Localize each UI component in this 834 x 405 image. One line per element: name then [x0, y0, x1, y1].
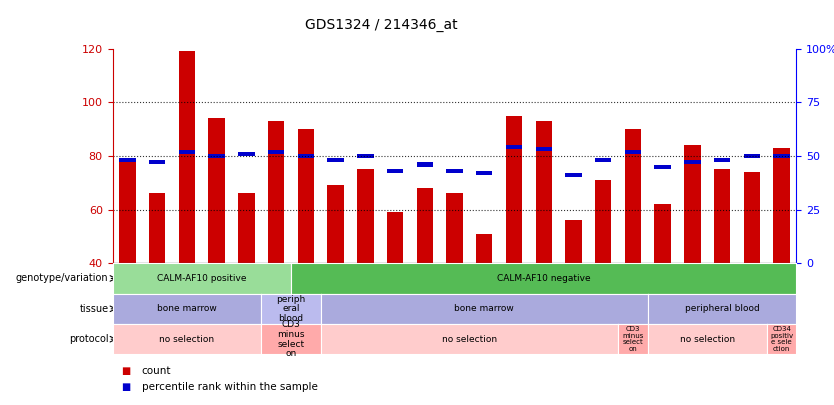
Text: CD3
minus
select
on: CD3 minus select on [277, 320, 304, 358]
Text: CD3
minus
select
on: CD3 minus select on [622, 326, 644, 352]
Bar [208, 154, 225, 158]
Bar [149, 160, 165, 164]
Bar [387, 169, 403, 173]
Bar [268, 149, 284, 153]
Bar [595, 180, 611, 263]
Bar [178, 51, 195, 263]
Bar [268, 121, 284, 263]
Text: tissue: tissue [79, 304, 108, 314]
Bar [714, 169, 731, 263]
Text: CALM-AF10 positive: CALM-AF10 positive [157, 274, 247, 283]
Bar [446, 169, 463, 173]
Bar [298, 129, 314, 263]
Bar [565, 173, 581, 177]
Bar [595, 158, 611, 162]
Bar [208, 118, 225, 263]
Text: ■: ■ [121, 382, 130, 392]
Bar [446, 194, 463, 263]
Bar [476, 234, 492, 263]
Text: peripheral blood: peripheral blood [685, 304, 760, 313]
Bar [239, 152, 254, 156]
Bar [298, 154, 314, 158]
Text: count: count [142, 366, 171, 375]
Bar [505, 145, 522, 149]
Bar [744, 154, 760, 158]
Text: percentile rank within the sample: percentile rank within the sample [142, 382, 318, 392]
Text: bone marrow: bone marrow [157, 304, 217, 313]
Bar [625, 149, 641, 153]
Text: genotype/variation: genotype/variation [16, 273, 108, 283]
Text: no selection: no selection [442, 335, 497, 344]
Bar [535, 147, 552, 151]
Bar [178, 149, 195, 153]
Bar [714, 158, 731, 162]
Bar [684, 145, 701, 263]
Bar [328, 158, 344, 162]
Bar [119, 159, 136, 263]
Bar [655, 204, 671, 263]
Bar [357, 154, 374, 158]
Bar [149, 194, 165, 263]
Bar [417, 162, 433, 166]
Bar [417, 188, 433, 263]
Bar [476, 171, 492, 175]
Bar [239, 194, 254, 263]
Bar [565, 220, 581, 263]
Text: GDS1324 / 214346_at: GDS1324 / 214346_at [305, 18, 458, 32]
Text: CALM-AF10 negative: CALM-AF10 negative [497, 274, 590, 283]
Bar [684, 160, 701, 164]
Bar [625, 129, 641, 263]
Bar [505, 116, 522, 263]
Text: protocol: protocol [68, 334, 108, 344]
Bar [773, 148, 790, 263]
Text: periph
eral
blood: periph eral blood [276, 294, 305, 323]
Text: CD34
positiv
e sele
ction: CD34 positiv e sele ction [770, 326, 793, 352]
Bar [119, 158, 136, 162]
Text: ■: ■ [121, 366, 130, 375]
Bar [655, 165, 671, 168]
Bar [744, 172, 760, 263]
Bar [387, 212, 403, 263]
Bar [328, 185, 344, 263]
Bar [357, 169, 374, 263]
Text: no selection: no selection [159, 335, 214, 344]
Text: no selection: no selection [680, 335, 735, 344]
Bar [535, 121, 552, 263]
Text: bone marrow: bone marrow [455, 304, 514, 313]
Bar [773, 154, 790, 158]
